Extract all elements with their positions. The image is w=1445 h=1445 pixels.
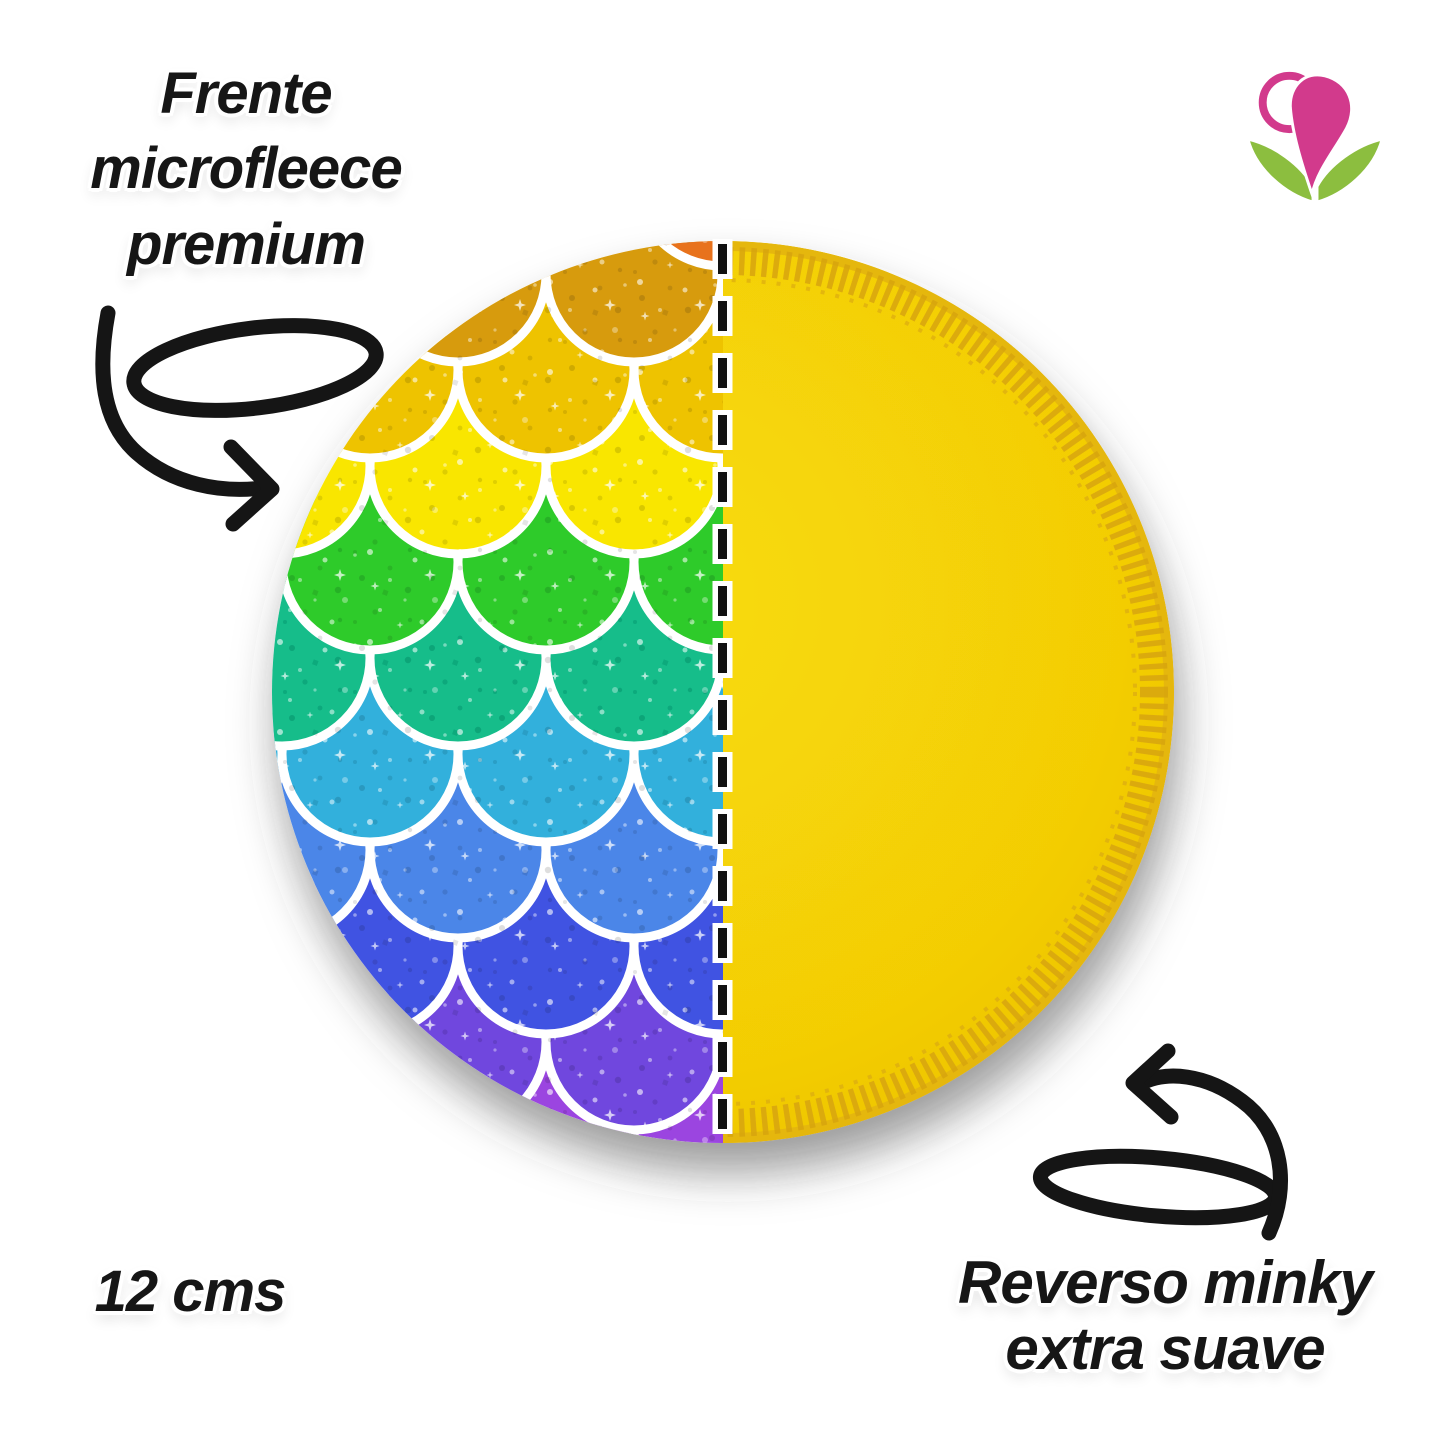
- heart-icon: [1288, 73, 1354, 200]
- nursing-pad: [272, 241, 1174, 1143]
- left-leaf-icon: [1245, 137, 1315, 205]
- arrowhead: [1125, 1043, 1179, 1125]
- serged-edge-stitching: [723, 247, 1168, 1137]
- front-swirl-arrow: [95, 305, 384, 532]
- pad-front-microfleece-half: [272, 241, 723, 1143]
- back-label-line1: Reverso minky: [958, 1249, 1373, 1316]
- front-label-line3: premium: [127, 211, 366, 277]
- pad-edge-rim: [723, 241, 1174, 1143]
- brand-logo: [1245, 71, 1385, 205]
- diameter-label: 12 cms: [94, 1259, 287, 1324]
- arrowhead: [223, 439, 280, 532]
- front-label-line1: Frente: [160, 61, 332, 126]
- front-side-label: Frente microfleece premium: [28, 56, 464, 282]
- inner-stitch-line: [723, 278, 1137, 1106]
- back-side-label: Reverso minky extra suave: [900, 1250, 1430, 1382]
- front-label-line2: microfleece: [90, 136, 402, 202]
- pad-back-minky-half: [723, 241, 1174, 1143]
- back-swirl-arrow: [1032, 1043, 1288, 1241]
- back-label-line2: extra suave: [1005, 1315, 1325, 1382]
- right-leaf-icon: [1315, 137, 1385, 205]
